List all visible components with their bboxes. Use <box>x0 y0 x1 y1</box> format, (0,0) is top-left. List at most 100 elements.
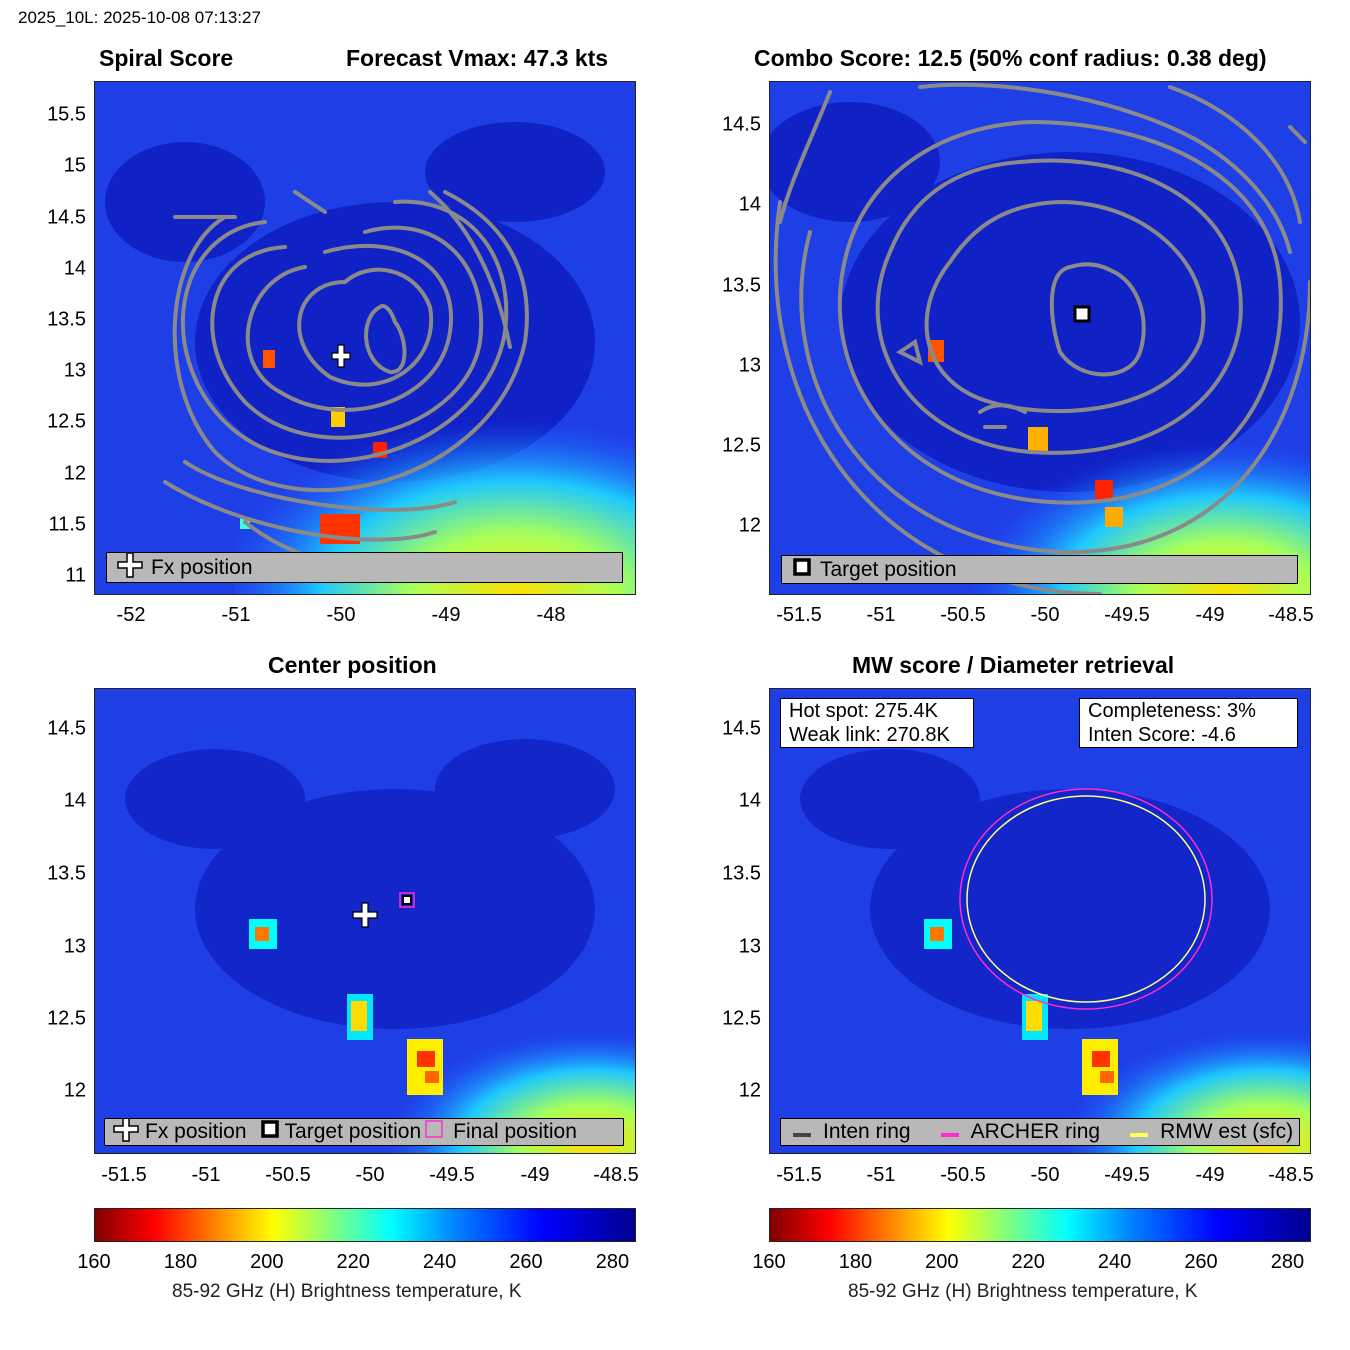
x-tick: 240 <box>422 1251 457 1273</box>
y-tick: 14.5 <box>722 717 761 740</box>
y-tick: 13.5 <box>722 862 761 885</box>
weak-link-text: Weak link: 270.8K <box>789 724 950 746</box>
dark-cloud-bands <box>800 749 1270 1029</box>
square-icon <box>260 1120 279 1144</box>
x-tick: -49.5 <box>1104 604 1150 626</box>
spiral-title-right: Forecast Vmax: 47.3 kts <box>346 45 609 71</box>
target-position-marker <box>1073 305 1091 323</box>
hot-spot-text: Hot spot: 275.4K <box>789 700 938 722</box>
combo-contours <box>773 82 1310 594</box>
y-tick: 11.5 <box>48 513 86 536</box>
legend-label-target: Target position <box>284 1120 422 1143</box>
y-tick: 13 <box>63 935 86 958</box>
x-tick: -51 <box>221 604 251 626</box>
y-tick: 12 <box>63 462 86 485</box>
x-tick: -52 <box>116 604 146 626</box>
x-tick: 160 <box>752 1251 786 1273</box>
square-icon <box>792 557 812 583</box>
x-tick: 200 <box>250 1251 284 1273</box>
spiral-title-left: Spiral Score <box>99 45 234 71</box>
y-tick: 13.5 <box>47 308 86 331</box>
magenta-line-icon <box>940 1120 959 1144</box>
x-tick: 280 <box>1270 1251 1305 1273</box>
archer-ring <box>959 788 1213 1010</box>
completeness-text: Completeness: 3% <box>1088 700 1256 722</box>
y-tick: 12.5 <box>722 1007 761 1030</box>
x-tick: -50.5 <box>940 1164 986 1186</box>
center-map <box>95 689 635 1153</box>
y-tick: 14 <box>738 789 761 812</box>
x-tick: 180 <box>163 1251 198 1273</box>
x-tick: -48.5 <box>1268 604 1314 626</box>
y-tick: 13 <box>738 935 761 958</box>
spiral-contours <box>163 190 529 572</box>
y-tick: 11 <box>65 564 86 587</box>
x-tick: -50 <box>326 604 356 626</box>
x-tick: -51 <box>866 1164 896 1186</box>
x-tick: -49.5 <box>1104 1164 1150 1186</box>
x-tick: 220 <box>336 1251 370 1273</box>
image-header: 2025_10L: 2025-10-08 07:13:27 <box>18 8 261 27</box>
hot-spot-box: Hot spot: 275.4K Weak link: 270.8K <box>780 698 974 748</box>
colorbar-left-label: 85-92 GHz (H) Brightness temperature, K <box>172 1281 522 1302</box>
x-tick: -50 <box>355 1164 385 1186</box>
x-tick: 240 <box>1097 1251 1132 1273</box>
y-tick: 14.5 <box>722 113 761 136</box>
legend-label-final: Final position <box>453 1120 577 1143</box>
yellow-line-icon <box>1130 1120 1149 1144</box>
x-tick: 260 <box>1184 1251 1218 1273</box>
convective-cells <box>924 919 1118 1095</box>
completeness-box: Completeness: 3% Inten Score: -4.6 <box>1079 698 1298 748</box>
x-tick: -51.5 <box>776 1164 822 1186</box>
y-tick: 12 <box>738 1079 761 1102</box>
mw-title: MW score / Diameter retrieval <box>852 652 1175 678</box>
center-position-plot <box>94 688 636 1154</box>
center-legend: Fx position Target position Final positi… <box>104 1118 624 1146</box>
x-tick: -50.5 <box>940 604 986 626</box>
legend-label-archer: ARCHER ring <box>970 1120 1101 1143</box>
y-tick: 13 <box>63 359 86 382</box>
x-tick: -50.5 <box>265 1164 311 1186</box>
x-tick: -48 <box>536 604 566 626</box>
x-tick: -51 <box>191 1164 221 1186</box>
fx-position-marker <box>331 344 351 368</box>
y-tick: 14.5 <box>47 717 86 740</box>
colorbar-left <box>94 1208 636 1242</box>
y-tick: 13.5 <box>47 862 86 885</box>
mw-legend: Inten ring ARCHER ring RMW est (sfc) <box>780 1118 1300 1146</box>
rmw-ring <box>966 795 1206 1003</box>
y-tick: 14.5 <box>47 206 86 229</box>
colorbar-right-label: 85-92 GHz (H) Brightness temperature, K <box>848 1281 1198 1302</box>
target-position-marker <box>399 892 415 908</box>
cross-icon <box>113 1119 139 1145</box>
x-tick: -49.5 <box>429 1164 475 1186</box>
x-tick: -49 <box>520 1164 550 1186</box>
x-tick: 160 <box>77 1251 111 1273</box>
center-title: Center position <box>268 652 437 678</box>
inten-score-text: Inten Score: -4.6 <box>1088 724 1236 746</box>
convective-cells <box>240 350 387 544</box>
legend-label-rmw: RMW est (sfc) <box>1160 1120 1294 1143</box>
x-tick: 220 <box>1011 1251 1045 1273</box>
gray-line-icon <box>793 1120 811 1144</box>
y-tick: 13.5 <box>722 274 761 297</box>
combo-title: Combo Score: 12.5 (50% conf radius: 0.38… <box>754 45 1267 71</box>
x-tick: 260 <box>509 1251 543 1273</box>
y-tick: 14 <box>63 789 86 812</box>
y-tick: 14 <box>738 193 761 216</box>
y-tick: 15 <box>63 154 86 177</box>
mw-score-plot <box>769 688 1311 1154</box>
x-tick: 280 <box>595 1251 630 1273</box>
x-tick: -48.5 <box>1268 1164 1314 1186</box>
y-tick: 12 <box>738 514 761 537</box>
spiral-legend: Fx position <box>106 552 623 583</box>
y-tick: 12.5 <box>47 1007 86 1030</box>
fx-position-marker <box>352 902 378 928</box>
convective-cells <box>249 919 443 1095</box>
legend-label-fx: Fx position <box>145 1120 247 1143</box>
combo-score-plot <box>769 81 1311 595</box>
combo-map <box>770 82 1310 594</box>
y-tick: 12.5 <box>722 434 761 457</box>
y-tick: 15.5 <box>47 103 86 126</box>
dark-cloud-bands <box>125 739 615 1029</box>
